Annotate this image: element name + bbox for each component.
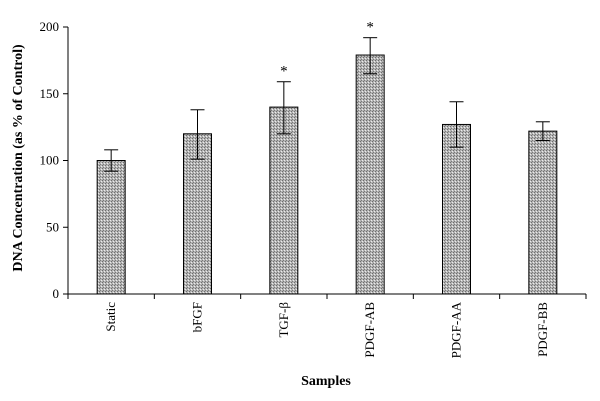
x-category-label: Static	[103, 302, 118, 332]
significance-mark: *	[280, 64, 288, 80]
y-tick-label: 50	[46, 219, 59, 234]
bar	[183, 133, 212, 295]
bar	[528, 130, 558, 295]
bar	[355, 54, 385, 295]
x-axis-title: Samples	[301, 374, 351, 389]
y-tick-label: 200	[40, 19, 60, 34]
x-category-label: PDGF-AB	[362, 302, 377, 358]
significance-mark: *	[366, 20, 374, 36]
x-category-label: bFGF	[190, 302, 205, 332]
y-tick-label: 0	[53, 286, 60, 301]
bar	[269, 106, 299, 295]
x-category-label: PDGF-AA	[449, 301, 464, 358]
bar	[96, 160, 126, 295]
x-category-label: PDGF-BB	[535, 302, 550, 357]
y-tick-label: 100	[40, 153, 60, 168]
plot-area: 0 50 100 150 200 Static bFGF * TGF-β * PDGF-AB PDGF…	[40, 19, 587, 358]
bar	[442, 123, 471, 295]
y-tick-label: 150	[40, 86, 60, 101]
y-axis-title: DNA Concentration (as % of Control)	[11, 44, 26, 272]
x-category-label: TGF-β	[276, 302, 291, 338]
